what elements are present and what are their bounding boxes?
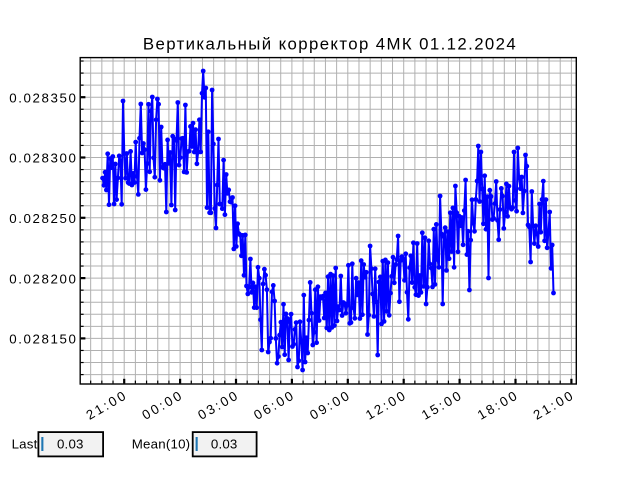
svg-text:0.028350: 0.028350 — [9, 90, 77, 105]
svg-text:0.028300: 0.028300 — [9, 151, 77, 166]
svg-text:0.028250: 0.028250 — [9, 211, 77, 226]
svg-text:Mean(10): Mean(10) — [132, 437, 191, 452]
svg-text:Last: Last — [12, 437, 38, 452]
svg-text:0.03: 0.03 — [57, 437, 84, 452]
svg-text:0.03: 0.03 — [211, 437, 238, 452]
svg-text:Вертикальный корректор 4МК 01.: Вертикальный корректор 4МК 01.12.2024 — [143, 35, 517, 54]
svg-text:0.028150: 0.028150 — [9, 332, 77, 347]
svg-text:0.028200: 0.028200 — [9, 271, 77, 286]
